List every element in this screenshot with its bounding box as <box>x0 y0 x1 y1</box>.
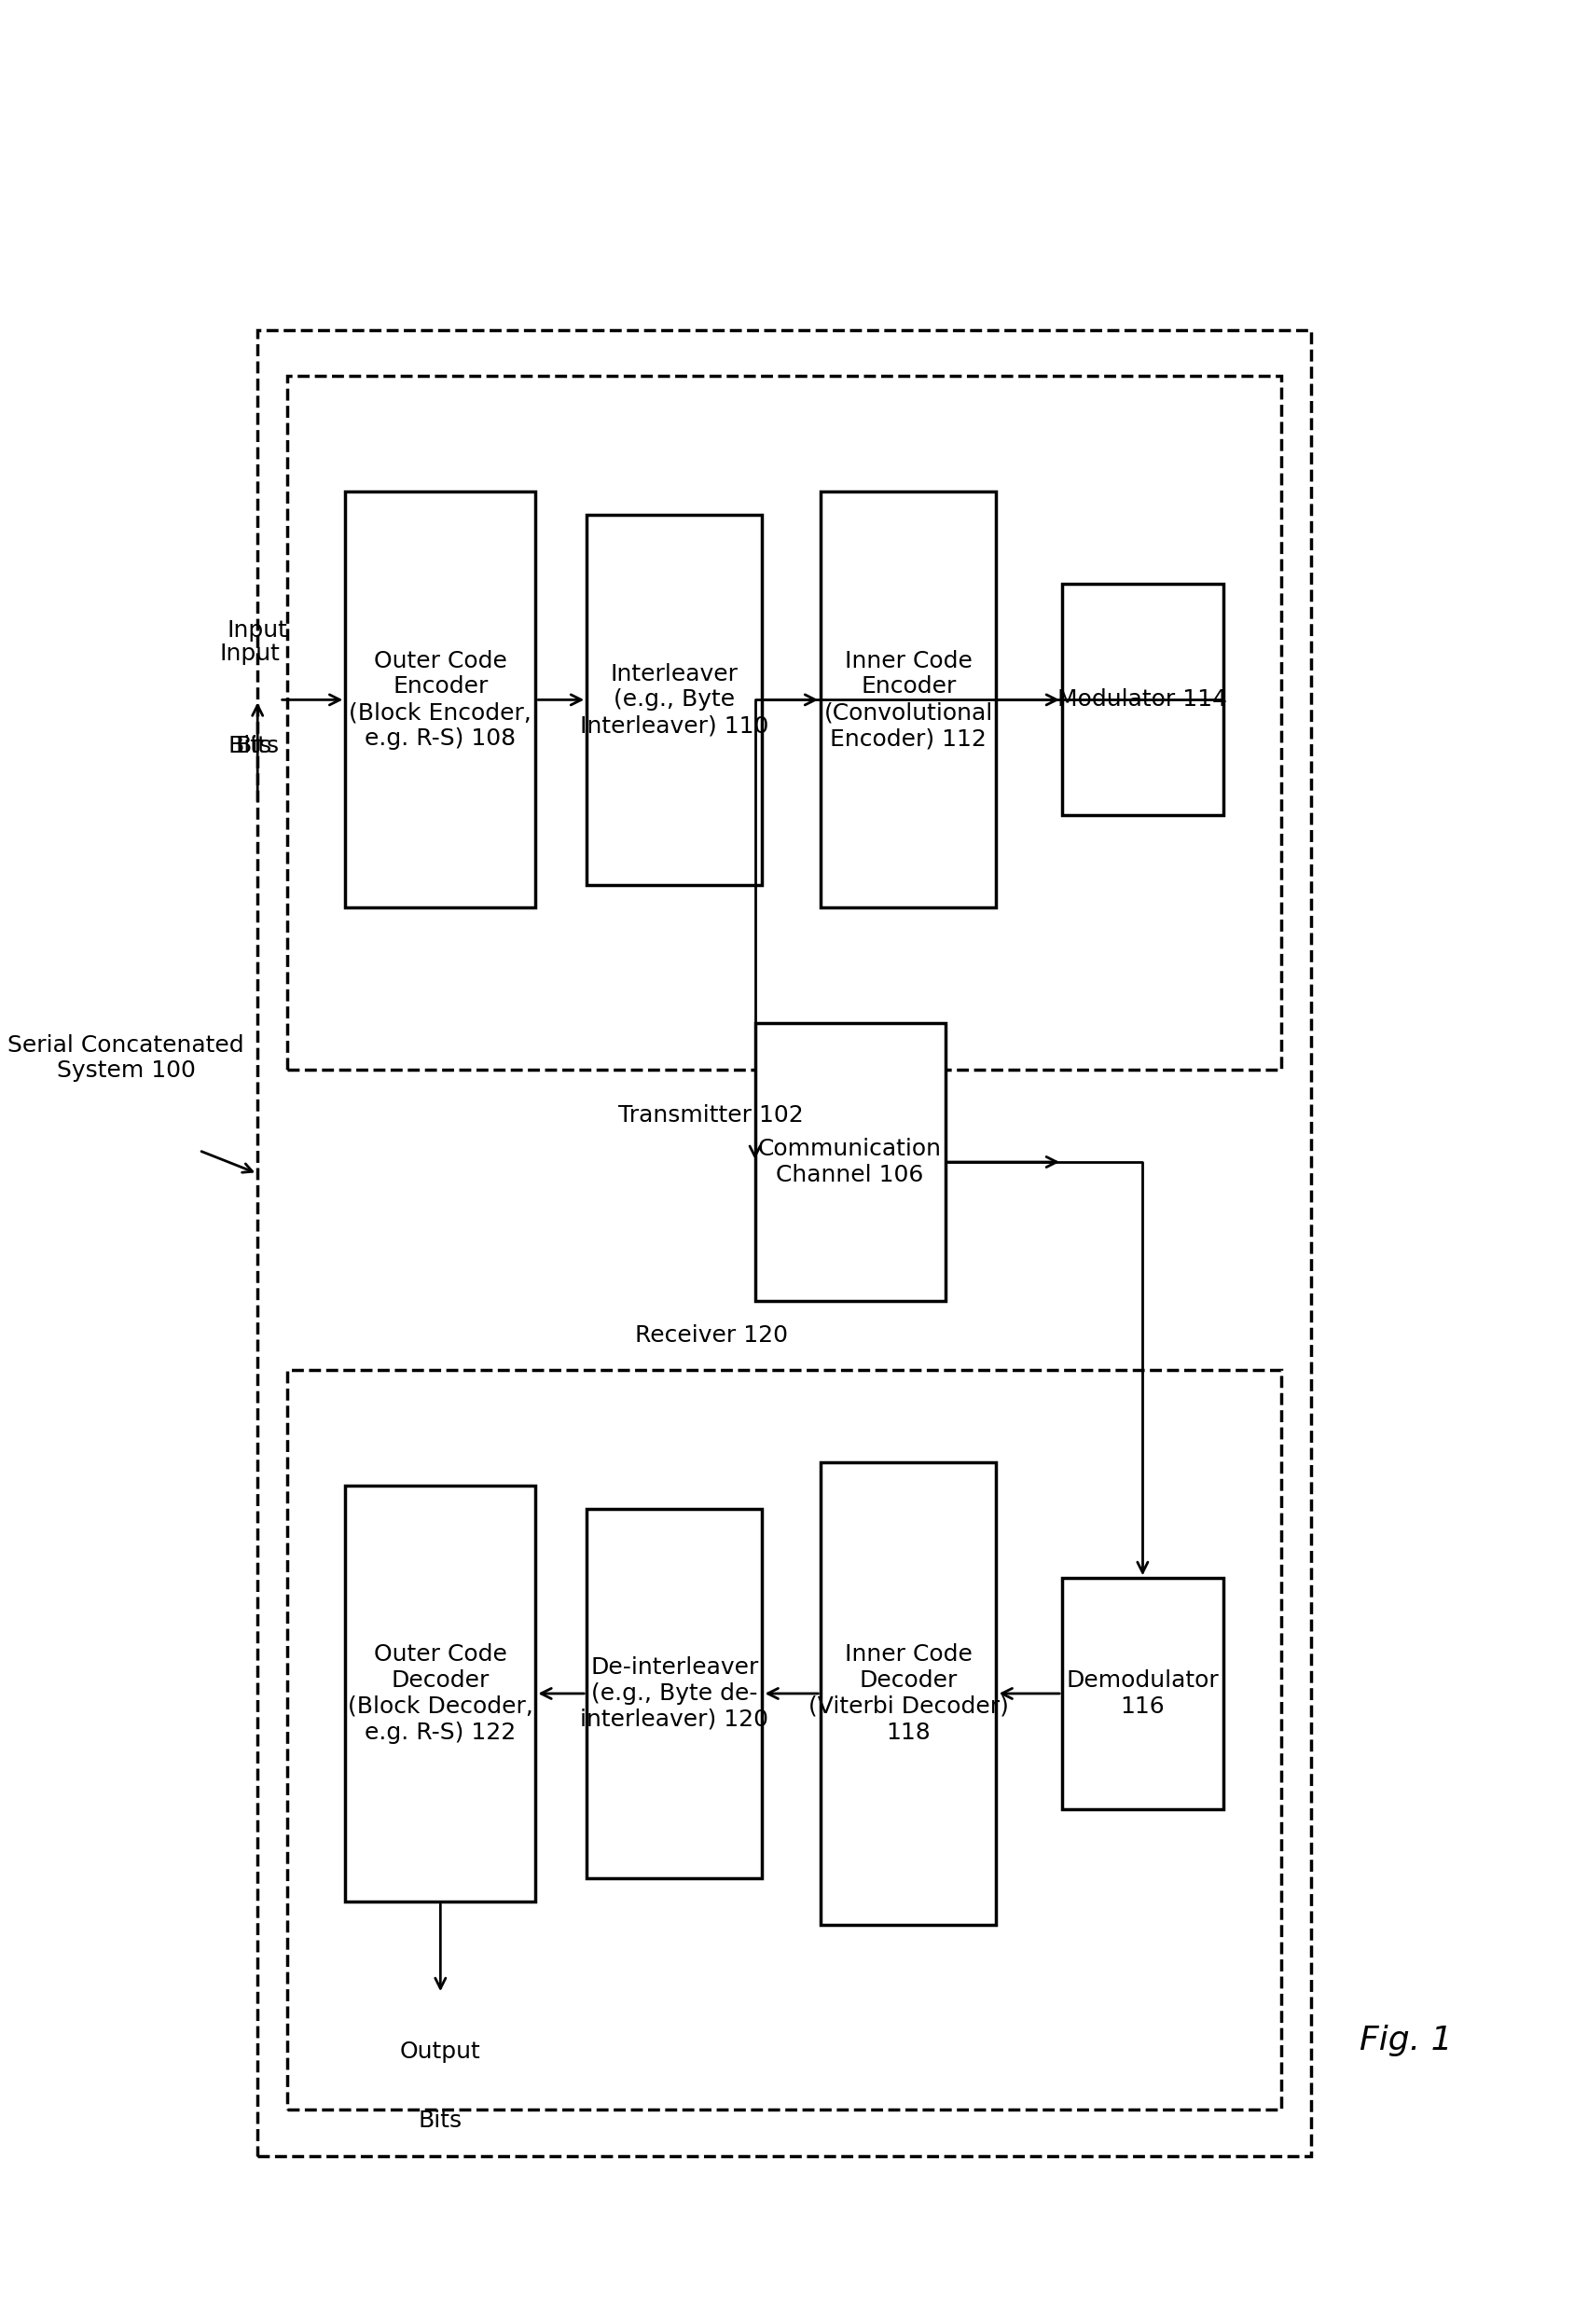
Text: Demodulator
116: Demodulator 116 <box>1066 1669 1220 1717</box>
Bar <box>287 376 1282 1069</box>
Text: Inner Code
Encoder
(Convolutional
Encoder) 112: Inner Code Encoder (Convolutional Encode… <box>824 651 992 751</box>
Bar <box>821 493 996 909</box>
Text: Inner Code
Decoder
(Viterbi Decoder)
118: Inner Code Decoder (Viterbi Decoder) 118 <box>808 1643 1008 1743</box>
Bar <box>1062 1578 1223 1808</box>
Text: Input: Input <box>227 621 287 641</box>
Bar <box>586 516 762 885</box>
Text: De-interleaver
(e.g., Byte de-
interleaver) 120: De-interleaver (e.g., Byte de- interleav… <box>580 1657 769 1731</box>
Bar <box>754 1023 945 1301</box>
Text: Receiver 120: Receiver 120 <box>635 1325 788 1348</box>
Text: Outer Code
Decoder
(Block Decoder,
e.g. R-S) 122: Outer Code Decoder (Block Decoder, e.g. … <box>348 1643 534 1743</box>
Bar <box>821 1462 996 1924</box>
Text: Input: Input <box>221 644 281 665</box>
Bar <box>345 1485 535 1901</box>
Text: Output: Output <box>400 2040 481 2064</box>
Bar <box>1062 583 1223 816</box>
Text: Fig. 1: Fig. 1 <box>1359 2024 1453 2057</box>
Bar <box>287 1369 1282 2110</box>
Bar <box>345 493 535 909</box>
Bar <box>586 1508 762 1878</box>
Text: Bits: Bits <box>419 2110 462 2131</box>
Text: Bits: Bits <box>235 734 279 758</box>
Text: Serial Concatenated
System 100: Serial Concatenated System 100 <box>8 1034 245 1083</box>
Text: Bits: Bits <box>229 734 272 758</box>
Text: Outer Code
Encoder
(Block Encoder,
e.g. R-S) 108: Outer Code Encoder (Block Encoder, e.g. … <box>349 651 532 751</box>
Bar <box>257 330 1310 2157</box>
Text: Interleaver
(e.g., Byte
Interleaver) 110: Interleaver (e.g., Byte Interleaver) 110 <box>580 662 769 737</box>
Text: Transmitter 102: Transmitter 102 <box>618 1104 804 1127</box>
Text: Communication
Channel 106: Communication Channel 106 <box>757 1139 942 1185</box>
Text: Modulator 114: Modulator 114 <box>1058 688 1228 711</box>
